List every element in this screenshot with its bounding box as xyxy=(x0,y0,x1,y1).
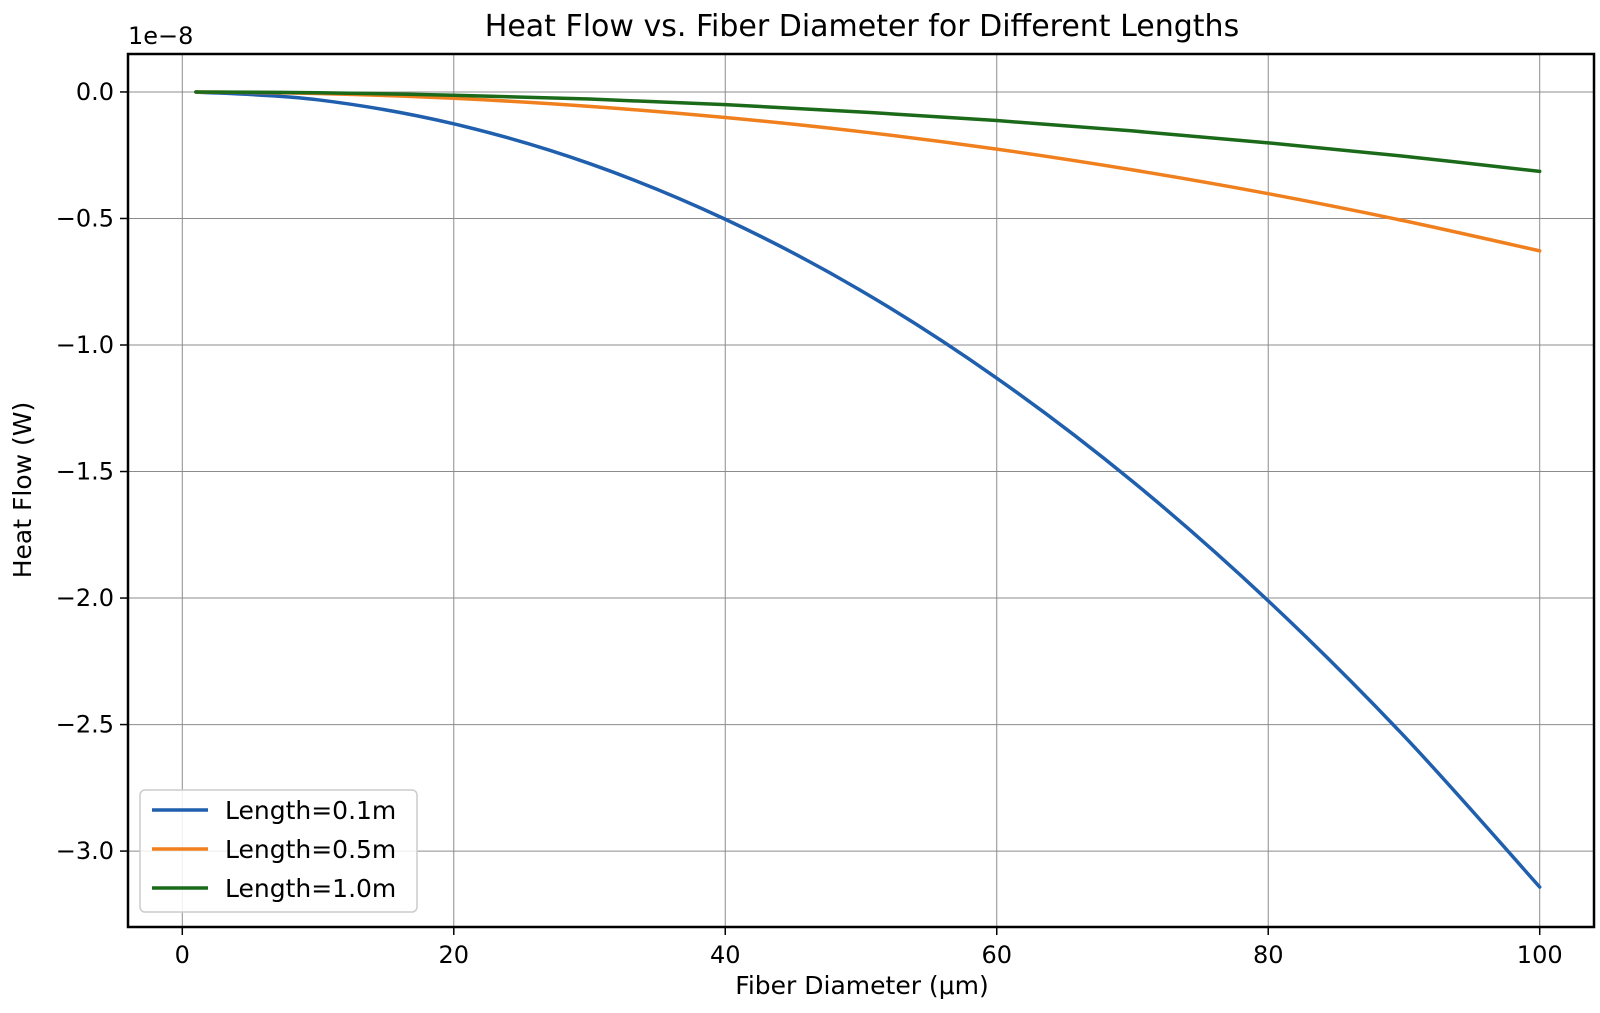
legend-label-0: Length=0.1m xyxy=(225,796,396,825)
x-tick-label-0: 0 xyxy=(175,941,190,969)
x-tick-label-1: 20 xyxy=(439,941,470,969)
legend-box xyxy=(139,789,418,913)
y-tick-label-2: −1.0 xyxy=(56,331,114,359)
x-tick-label-5: 100 xyxy=(1517,941,1563,969)
x-tick-label-3: 60 xyxy=(981,941,1012,969)
x-tick-label-2: 40 xyxy=(710,941,741,969)
legend-label-1: Length=0.5m xyxy=(225,835,396,864)
y-tick-label-0: 0.0 xyxy=(76,78,114,106)
series-line-0 xyxy=(194,90,1542,889)
series-line-2 xyxy=(194,90,1542,174)
y-offset-label: 1e−8 xyxy=(128,22,193,50)
x-tick-label-4: 80 xyxy=(1253,941,1284,969)
axis-ticks: 0 20 40 60 80 100 0.0 −0.5 −1.0 −1.5 −2.0 −2.5 −3.0 xyxy=(56,78,1563,969)
y-tick-label-4: −2.0 xyxy=(56,584,114,612)
x-axis-label: Fiber Diameter (μm) xyxy=(735,971,988,1000)
y-tick-label-6: −3.0 xyxy=(56,837,114,865)
series-line-1 xyxy=(194,90,1542,253)
plot-area-frame xyxy=(126,52,1596,929)
chart-title: Heat Flow vs. Fiber Diameter for Differe… xyxy=(485,9,1239,44)
series-lines xyxy=(194,90,1542,889)
y-tick-label-3: −1.5 xyxy=(56,458,114,486)
y-tick-label-5: −2.5 xyxy=(56,711,114,739)
grid xyxy=(128,54,1594,927)
y-tick-label-1: −0.5 xyxy=(56,204,114,232)
legend: Length=0.1m Length=0.5m Length=1.0m xyxy=(139,789,418,913)
legend-label-2: Length=1.0m xyxy=(225,874,396,903)
y-axis-label: Heat Flow (W) xyxy=(8,402,37,579)
